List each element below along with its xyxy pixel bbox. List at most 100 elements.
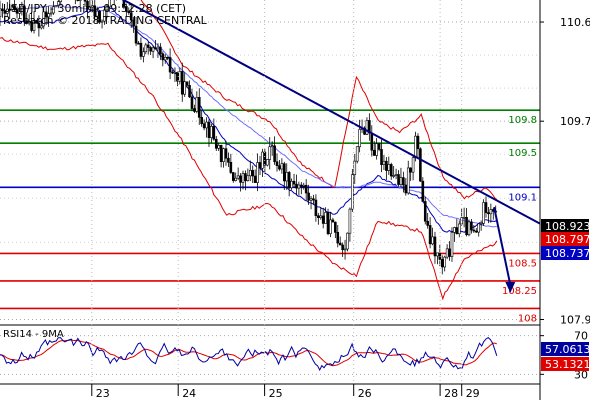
last-price-tag-bg (541, 219, 589, 233)
rsi-panel (0, 335, 540, 375)
candle-body (436, 252, 439, 257)
candle-body (443, 256, 446, 268)
candle-body (409, 167, 412, 173)
candle-body (54, 5, 58, 8)
candle-body (479, 223, 483, 225)
upper-band-price-tag: 108.797 (545, 233, 590, 246)
candle-body (329, 219, 332, 235)
candle-body (108, 0, 111, 8)
candle-body (445, 248, 449, 258)
candle-body (351, 174, 354, 210)
candle-body (171, 71, 174, 74)
candle-body (197, 97, 201, 118)
candle-body (154, 47, 157, 50)
candle-body (0, 8, 2, 17)
candle-body (57, 1, 60, 6)
candle-body (343, 248, 347, 251)
rsi-title: RSI14 - 9MA (3, 329, 64, 340)
candle-body (465, 217, 468, 236)
candle-body (314, 199, 318, 216)
candle-body (423, 201, 427, 222)
candle-body (341, 244, 344, 251)
candle-body (273, 145, 276, 163)
middle-band (0, 5, 498, 233)
candle-body (91, 5, 94, 8)
candle-body (419, 148, 422, 182)
lower-band (0, 37, 498, 301)
candle-body (411, 157, 415, 173)
candle-body (487, 212, 490, 215)
candle-body (224, 148, 228, 159)
candle-body (20, 5, 24, 9)
rsi-tick-label: 70 (574, 330, 588, 343)
candle-body (219, 145, 223, 162)
candle-body (212, 126, 216, 140)
level-label: 108 (518, 313, 537, 324)
candle-body (40, 25, 43, 29)
candle-body (440, 259, 444, 268)
candle-body (467, 221, 471, 236)
candle-body (455, 227, 459, 235)
candle-body (151, 47, 155, 52)
candle-body (98, 10, 101, 23)
candle-body (241, 173, 245, 183)
candle-body (156, 46, 160, 50)
candle-body (44, 11, 48, 18)
candle-body (25, 20, 29, 23)
candle-body (426, 220, 429, 226)
candle-body (129, 12, 133, 21)
candle-body (304, 184, 308, 194)
candle-body (317, 215, 320, 218)
candle-body (3, 10, 7, 14)
candle-body (338, 242, 342, 246)
level-label: 108.25 (502, 286, 537, 297)
candle-body (484, 202, 488, 213)
candle-body (95, 10, 99, 17)
level-label: 108.5 (508, 258, 537, 269)
candle-body (275, 161, 279, 166)
candle-body (402, 177, 405, 186)
candle-body (372, 149, 376, 156)
candle-body (52, 6, 55, 14)
candle-body (222, 148, 225, 162)
rsi-ma-line (0, 339, 497, 367)
candle-body (399, 177, 403, 185)
candle-body (280, 163, 284, 170)
candle-body (37, 22, 41, 29)
candle-body (307, 192, 310, 201)
candle-body (355, 146, 359, 162)
candle-body (433, 236, 437, 257)
candle-body (173, 71, 177, 74)
chart-copyright: Research © 2018 TRADING CENTRAL (3, 14, 208, 27)
candle-body (300, 184, 303, 187)
candle-body (290, 180, 293, 189)
candle-body (180, 71, 184, 95)
candle-body (86, 0, 89, 10)
candle-body (263, 151, 267, 166)
time-axis: 23 24 25 26 28 29 (91, 0, 480, 400)
rsi-tick-label: 30 (574, 368, 588, 381)
candle-body (382, 160, 386, 165)
candle-body (302, 184, 306, 187)
candle-body (166, 56, 169, 59)
candle-body (22, 5, 26, 22)
candle-body (18, 7, 21, 14)
candle-body (450, 232, 454, 257)
candle-body (285, 172, 289, 182)
candle-body (125, 6, 128, 12)
candle-body (103, 9, 106, 22)
candle-body (161, 53, 165, 61)
candle-body (414, 135, 417, 159)
candle-body (358, 129, 361, 148)
time-tick-label: 25 (269, 387, 283, 400)
candle-body (5, 8, 9, 14)
candle-body (105, 6, 109, 11)
candle-body (210, 126, 213, 138)
level-label: 109.5 (508, 148, 537, 159)
candle-body (363, 127, 366, 135)
candle-body (319, 215, 323, 218)
candle-body (246, 175, 250, 181)
candle-body (137, 42, 140, 45)
candle-body (334, 221, 337, 233)
candle-body (326, 212, 330, 235)
